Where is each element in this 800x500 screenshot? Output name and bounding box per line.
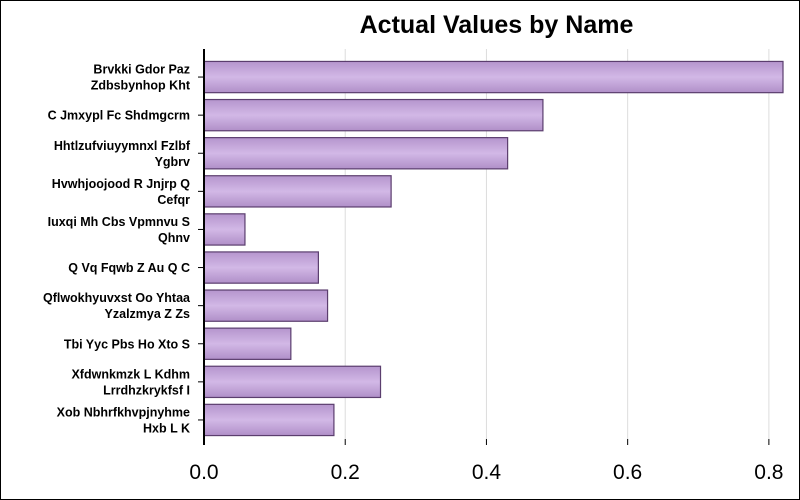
category-label-6: Qflwokhyuvxst Oo Yhtaa Yzalzmya Z Zs (43, 291, 191, 321)
x-tick-label-0: 0.0 (189, 461, 218, 484)
category-labels: Brvkki Gdor Paz Zdbsbynhop Kht C Jmxypl Fc… (43, 63, 191, 436)
bar-4 (203, 213, 246, 246)
bar-3 (203, 175, 392, 208)
category-label-3-line-1: Cefqr (157, 193, 190, 207)
category-label-4-line-1: Qhnv (158, 231, 190, 245)
category-label-6-line-1: Yzalzmya Z Zs (105, 307, 190, 321)
category-label-9-line-1: Hxb L K (143, 421, 190, 435)
x-tick-label-2: 0.4 (472, 461, 502, 484)
bar-0 (203, 60, 784, 94)
category-label-8: Xfdwnkmzk L Kdhm Lrrdhzkrykfsf I (71, 367, 190, 397)
chart-title: Actual Values by Name (359, 11, 634, 39)
category-label-5: Q Vq Fqwb Z Au Q C (68, 261, 190, 275)
category-label-0-line-1: Zdbsbynhop Kht (91, 79, 191, 93)
category-label-3-line-0: Hvwhjoojood R Jnjrp Q (52, 177, 190, 191)
bar-6 (203, 289, 329, 322)
bar-1 (203, 98, 544, 132)
bar-8 (203, 365, 382, 399)
category-label-9: Xob Nbhrfkhvpjnyhme Hxb L K (57, 405, 190, 435)
category-label-1: C Jmxypl Fc Shdmgcrm (48, 109, 190, 123)
category-label-6-line-0: Qflwokhyuvxst Oo Yhtaa (43, 291, 191, 305)
category-label-7-line-0: Tbi Yyc Pbs Ho Xto S (64, 337, 190, 351)
category-label-9-line-0: Xob Nbhrfkhvpjnyhme (57, 405, 190, 419)
category-label-4-line-0: Iuxqi Mh Cbs Vpmnvu S (48, 215, 190, 229)
category-label-8-line-0: Xfdwnkmzk L Kdhm (71, 367, 190, 381)
axes (198, 49, 770, 445)
category-label-7: Tbi Yyc Pbs Ho Xto S (64, 337, 190, 351)
category-label-1-line-0: C Jmxypl Fc Shdmgcrm (48, 109, 190, 123)
category-label-5-line-0: Q Vq Fqwb Z Au Q C (68, 261, 190, 275)
bar-5 (203, 251, 319, 284)
bars (203, 60, 784, 437)
category-label-0: Brvkki Gdor Paz Zdbsbynhop Kht (91, 63, 191, 93)
x-tick-label-4: 0.8 (754, 461, 783, 484)
bar-2 (203, 137, 509, 170)
category-label-8-line-1: Lrrdhzkrykfsf I (103, 383, 190, 397)
x-tick-label-1: 0.2 (331, 461, 360, 484)
bar-7 (203, 327, 292, 360)
category-label-2-line-1: Ygbrv (155, 155, 190, 169)
x-tick-label-3: 0.6 (613, 461, 642, 484)
category-label-2-line-0: Hhtlzufviuyymnxl Fzlbf (54, 139, 191, 153)
category-label-2: Hhtlzufviuyymnxl Fzlbf Ygbrv (54, 139, 191, 169)
category-label-3: Hvwhjoojood R Jnjrp Q Cefqr (52, 177, 190, 207)
category-label-4: Iuxqi Mh Cbs Vpmnvu S Qhnv (48, 215, 190, 245)
x-tick-labels: 0.0 0.2 0.4 0.6 0.8 (189, 461, 783, 484)
bar-9 (203, 403, 335, 437)
category-label-0-line-0: Brvkki Gdor Paz (93, 63, 190, 77)
